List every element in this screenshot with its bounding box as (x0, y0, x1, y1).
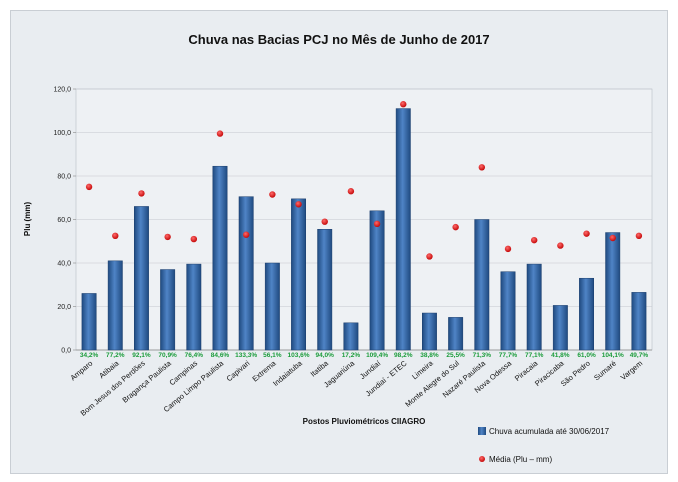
mean-marker (400, 101, 407, 108)
bar (579, 277, 594, 351)
bar (81, 293, 97, 351)
mean-marker (242, 231, 250, 238)
percent-label: 34,2% (80, 352, 99, 359)
mean-marker (190, 235, 198, 243)
bar (552, 305, 568, 351)
mean-marker (295, 201, 302, 208)
percent-label: 49,7% (630, 352, 649, 359)
y-axis-label: Plu (mm) (23, 202, 32, 237)
y-tick-label: 80,0 (57, 174, 71, 181)
bar (422, 312, 437, 351)
bar (134, 206, 149, 351)
bar (605, 232, 621, 351)
percent-label: 25,5% (446, 352, 465, 359)
bar (291, 198, 306, 351)
bar (369, 210, 385, 351)
percent-label: 103,6% (288, 352, 310, 359)
bar (160, 269, 176, 351)
percent-label: 104,1% (602, 352, 624, 359)
x-tick-label: Indaiatuba (271, 358, 304, 388)
bar (107, 260, 123, 351)
percent-label: 133,3% (235, 352, 257, 359)
y-tick-label: 0,0 (61, 348, 71, 355)
percent-label: 41,8% (551, 352, 570, 359)
bar (186, 263, 202, 351)
x-tick-label: Atibaia (97, 358, 121, 380)
percent-label: 61,0% (577, 352, 596, 359)
x-axis-label: Postos Pluviométricos CIIAGRO (303, 417, 426, 426)
mean-marker (530, 236, 538, 244)
legend-bar-swatch (478, 427, 486, 435)
x-tick-label: São Pedro (559, 359, 592, 389)
mean-marker (138, 190, 145, 197)
bar (500, 271, 516, 351)
y-tick-label: 60,0 (57, 217, 71, 224)
x-tick-label: Capivari (225, 358, 252, 383)
mean-marker (583, 230, 590, 237)
legend-dot-label: Média (Plu – mm) (489, 455, 552, 464)
percent-label: 17,2% (342, 352, 361, 359)
x-tick-label: Amparo (68, 359, 94, 383)
mean-marker (635, 232, 643, 240)
percent-label: 77,7% (499, 352, 518, 359)
bar (395, 108, 411, 351)
percent-label: 109,4% (366, 352, 388, 359)
mean-marker (504, 245, 512, 253)
percent-label: 71,3% (473, 352, 492, 359)
percent-label: 56,1% (263, 352, 282, 359)
legend-bar-label: Chuva acumulada até 30/06/2017 (489, 427, 610, 436)
x-tick-label: Itatiba (309, 358, 331, 379)
bar (238, 196, 254, 351)
chart-title: Chuva nas Bacias PCJ no Mês de Junho de … (188, 32, 490, 47)
bar (317, 229, 333, 351)
x-tick-label: Sumaré (592, 359, 618, 383)
percent-label: 84,6% (211, 352, 230, 359)
y-tick-label: 100,0 (53, 130, 71, 137)
mean-marker (426, 253, 433, 260)
percent-label: 77,2% (106, 352, 125, 359)
mean-marker (164, 233, 171, 241)
x-tick-label: Vargem (619, 359, 644, 382)
mean-marker (478, 164, 486, 171)
mean-marker (85, 183, 93, 191)
x-tick-label: Bragança Paulista (121, 358, 174, 405)
mean-marker (373, 220, 381, 228)
y-tick-label: 40,0 (57, 261, 71, 268)
percent-label: 77,1% (525, 352, 544, 359)
bar (212, 165, 228, 351)
mean-marker (452, 223, 459, 231)
percent-label: 70,9% (158, 352, 177, 359)
bar (343, 322, 359, 351)
legend-dot-marker (479, 456, 485, 462)
percent-label: 92,1% (132, 352, 151, 359)
y-tick-label: 120,0 (53, 87, 71, 94)
percent-label: 94,0% (316, 352, 335, 359)
mean-marker (347, 188, 355, 195)
mean-marker (269, 191, 276, 198)
bar (526, 263, 542, 351)
mean-marker (609, 234, 616, 242)
y-tick-label: 20,0 (57, 304, 71, 311)
percent-label: 76,4% (185, 352, 204, 359)
mean-marker (321, 218, 328, 225)
bar (631, 292, 647, 351)
bar (474, 219, 490, 351)
mean-marker (112, 232, 119, 240)
mean-marker (557, 242, 564, 249)
mean-marker (216, 130, 224, 137)
percent-label: 38,8% (420, 352, 439, 359)
bar (448, 317, 464, 351)
bar (264, 262, 280, 351)
percent-label: 98,2% (394, 352, 413, 359)
